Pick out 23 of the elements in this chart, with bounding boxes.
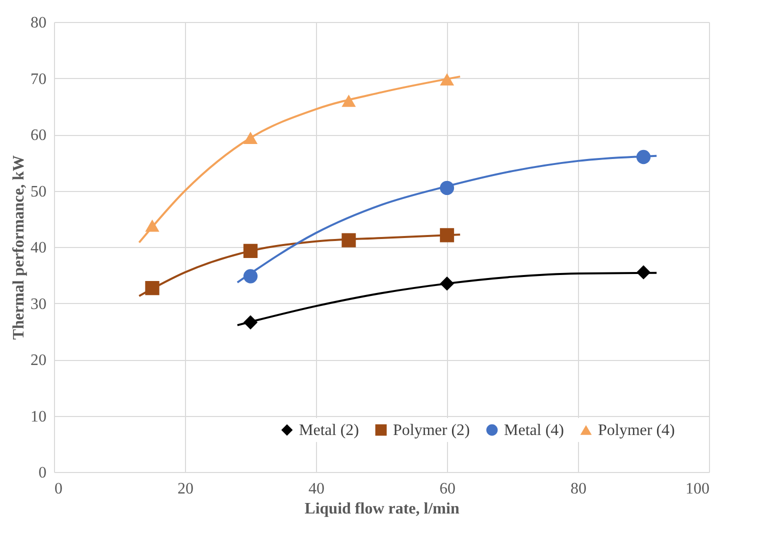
legend-label: Metal (4) bbox=[504, 422, 564, 439]
legend-label: Metal (2) bbox=[299, 422, 359, 439]
y-tick-label: 20 bbox=[30, 352, 46, 369]
y-tick-label: 30 bbox=[30, 296, 46, 313]
legend-label: Polymer (4) bbox=[598, 422, 675, 439]
y-tick-label: 70 bbox=[30, 70, 46, 88]
legend-label: Polymer (2) bbox=[393, 422, 470, 439]
y-tick-label: 10 bbox=[30, 408, 46, 426]
y-tick-label: 50 bbox=[30, 183, 46, 200]
point bbox=[342, 233, 356, 248]
x-tick-label: 100 bbox=[686, 480, 710, 498]
y-tick-label: 80 bbox=[30, 14, 46, 32]
x-tick-label: 60 bbox=[440, 480, 456, 498]
x-tick-label: 80 bbox=[570, 480, 586, 498]
x-tick-label: 0 bbox=[54, 480, 62, 498]
y-axis-title: Thermal performance, kW bbox=[10, 155, 28, 340]
x-axis-title: Liquid flow rate, l/min bbox=[304, 500, 460, 518]
y-tick-label: 60 bbox=[30, 127, 46, 144]
line-series bbox=[138, 76, 462, 244]
x-tick-label: 20 bbox=[178, 480, 194, 498]
y-tick-label: 0 bbox=[38, 464, 46, 482]
x-tick-label: 40 bbox=[308, 480, 324, 498]
y-tick-label: 40 bbox=[30, 240, 46, 256]
